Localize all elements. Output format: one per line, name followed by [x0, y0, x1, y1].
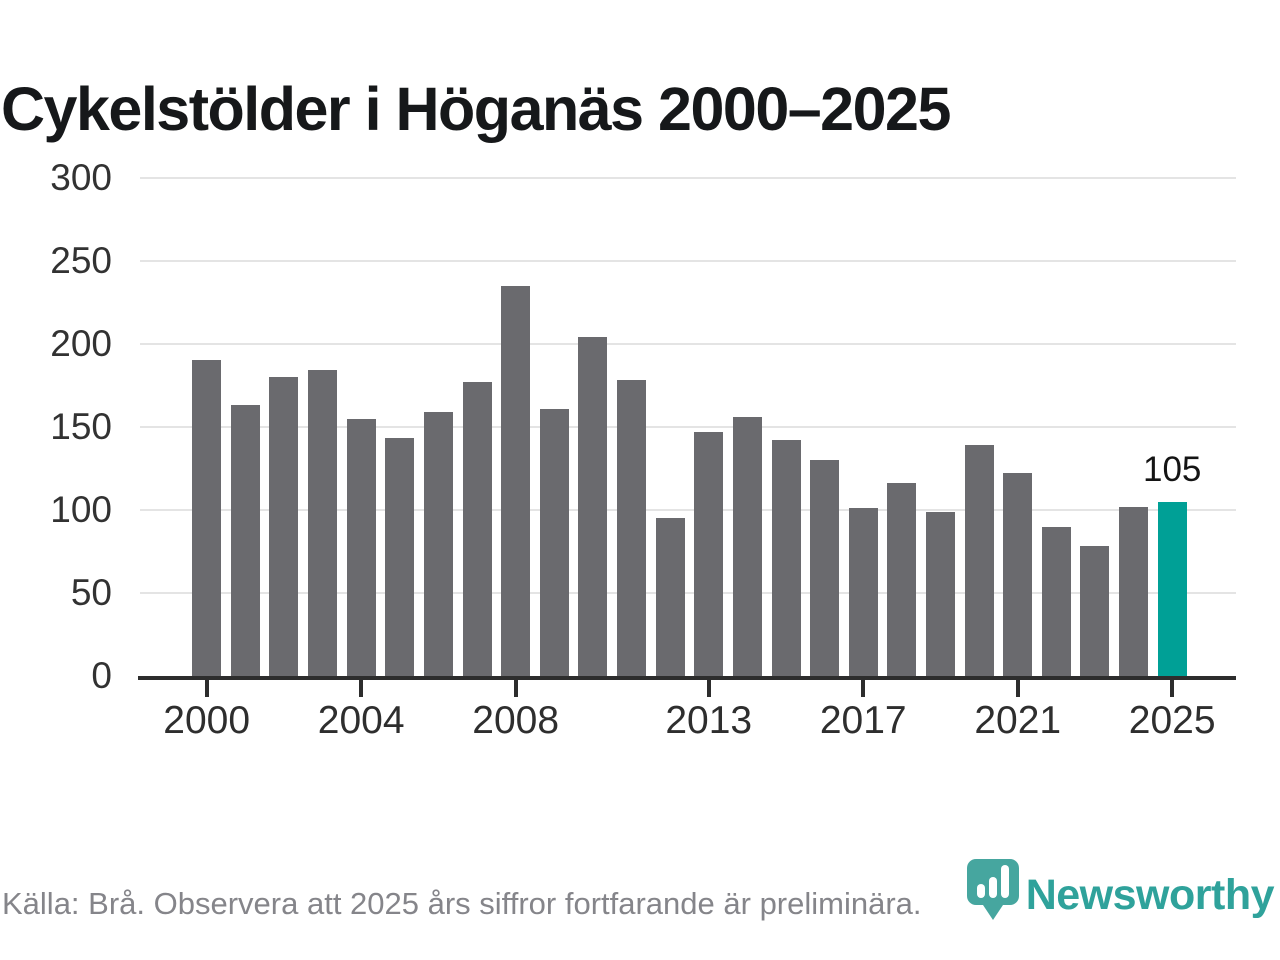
y-axis-label-0: 0 — [91, 654, 112, 696]
bar-2021 — [1003, 473, 1033, 676]
bar-2000 — [192, 360, 222, 676]
gridline-100 — [140, 508, 1236, 511]
gridline-300 — [140, 176, 1236, 179]
y-axis-label-200: 200 — [50, 322, 112, 364]
x-tick-2000 — [204, 680, 209, 697]
gridline-150 — [140, 425, 1236, 428]
x-tick-2021 — [1015, 680, 1020, 697]
bar-2006 — [423, 411, 453, 676]
x-tick-2004 — [359, 680, 364, 697]
gridline-50 — [140, 591, 1236, 594]
bar-2020 — [964, 445, 994, 676]
y-axis-label-50: 50 — [70, 571, 112, 613]
gridline-250 — [140, 259, 1236, 262]
bar-2003 — [308, 370, 338, 676]
bar-2013 — [694, 431, 724, 676]
bar-2017 — [848, 508, 878, 676]
bar-2023 — [1080, 546, 1110, 676]
value-label-2025: 105 — [1142, 449, 1202, 489]
bar-2019 — [925, 511, 955, 676]
x-axis-label-2013: 2013 — [665, 699, 753, 742]
x-tick-2025 — [1170, 680, 1175, 697]
bar-2004 — [346, 418, 376, 676]
y-axis-label-300: 300 — [50, 156, 112, 198]
gridline-200 — [140, 342, 1236, 345]
bar-2015 — [771, 440, 801, 676]
bar-2011 — [617, 380, 647, 676]
x-axis-label-2004: 2004 — [317, 699, 405, 742]
x-axis-label-2021: 2021 — [974, 699, 1062, 742]
bar-2002 — [269, 377, 299, 676]
x-axis-label-2025: 2025 — [1128, 699, 1216, 742]
x-axis-line — [138, 676, 1236, 680]
newsworthy-logo: Newsworthy — [966, 858, 1275, 926]
bar-2009 — [539, 408, 569, 676]
bar-2022 — [1041, 526, 1071, 676]
bar-2010 — [578, 337, 608, 676]
x-tick-2017 — [861, 680, 866, 697]
bar-2005 — [385, 438, 415, 676]
chart-title: Cykelstölder i Höganäs 2000–2025 — [1, 74, 951, 143]
y-axis-label-250: 250 — [50, 239, 112, 281]
y-axis-label-100: 100 — [50, 488, 112, 530]
y-axis-label-150: 150 — [50, 405, 112, 447]
newsworthy-logo-text: Newsworthy — [1025, 871, 1275, 919]
bar-2001 — [230, 405, 260, 676]
newsworthy-logo-icon — [966, 859, 1019, 920]
bar-2024 — [1119, 506, 1149, 676]
x-tick-2013 — [706, 680, 711, 697]
bar-2014 — [732, 416, 762, 676]
source-note: Källa: Brå. Observera att 2025 års siffr… — [2, 886, 922, 921]
bar-2007 — [462, 382, 492, 676]
x-axis-label-2000: 2000 — [163, 699, 251, 742]
bar-2018 — [887, 483, 917, 676]
x-axis-label-2008: 2008 — [472, 699, 560, 742]
bar-2025 — [1157, 501, 1187, 676]
x-tick-2008 — [513, 680, 518, 697]
bar-2008 — [501, 285, 531, 676]
bar-2016 — [810, 460, 840, 676]
bar-2012 — [655, 518, 685, 676]
x-axis-label-2017: 2017 — [819, 699, 907, 742]
